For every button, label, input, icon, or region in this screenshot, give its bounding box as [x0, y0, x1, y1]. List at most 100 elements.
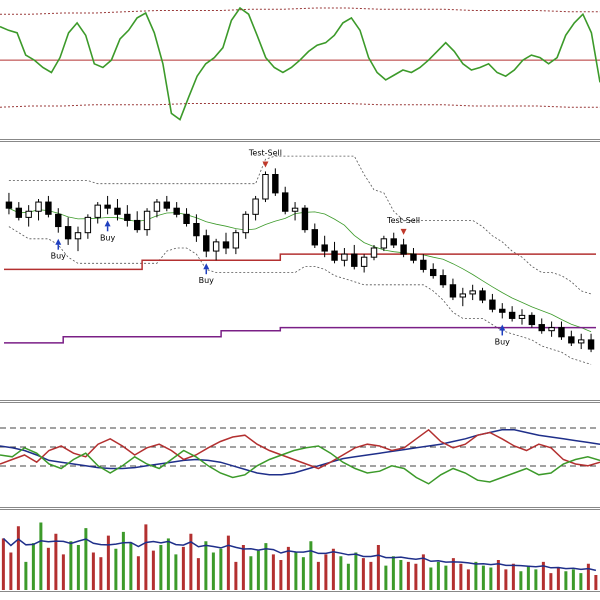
volume-bar — [271, 554, 275, 590]
volume-bar — [136, 556, 140, 590]
volume-bar — [249, 556, 253, 590]
volume-bar — [526, 565, 530, 590]
volume-bar — [226, 535, 230, 590]
candle — [429, 268, 437, 277]
candle — [84, 216, 92, 234]
candle — [173, 207, 180, 215]
volume-bar — [256, 550, 260, 590]
candle — [449, 284, 457, 298]
candle — [439, 275, 447, 286]
volume-bar — [391, 556, 395, 590]
volume-bar — [331, 548, 335, 590]
buy-arrow-icon — [55, 238, 62, 245]
annotation-label: Buy — [51, 252, 67, 261]
candle — [114, 207, 121, 215]
upper-band — [8, 155, 592, 295]
volume-bar — [54, 533, 58, 590]
volume-bar — [324, 554, 328, 590]
mid-line — [8, 207, 592, 333]
oscillator-series-line — [0, 445, 600, 485]
volume-bar — [76, 545, 80, 590]
candle — [410, 253, 417, 261]
volume-average-line — [2, 537, 597, 572]
candle — [64, 226, 72, 240]
candle — [94, 204, 101, 218]
candle — [5, 201, 13, 209]
candle — [35, 201, 42, 212]
candle — [143, 210, 151, 231]
volume-bar — [511, 563, 515, 590]
volume-bar — [399, 560, 403, 590]
volume-bar — [361, 558, 365, 590]
candle — [124, 213, 131, 221]
volume-bar — [166, 538, 170, 590]
candle — [370, 247, 378, 258]
volume-bar — [234, 561, 238, 590]
volume-bar — [241, 545, 245, 590]
volume-bar — [346, 563, 350, 590]
volume-bar — [99, 557, 103, 590]
volume-bar — [286, 546, 290, 590]
candle — [341, 253, 348, 261]
volume-bar — [174, 554, 178, 590]
volume-bar — [459, 563, 463, 590]
volume-bar — [84, 528, 88, 590]
volume-bar — [91, 552, 95, 590]
candle — [420, 259, 427, 270]
annotation-label: Buy — [495, 337, 511, 346]
candle — [74, 232, 82, 240]
volume-bar — [181, 546, 185, 590]
volume-bar — [474, 561, 478, 590]
volume-bar — [316, 561, 320, 590]
volume-panel — [1, 522, 598, 590]
candle — [133, 219, 141, 231]
candle — [252, 198, 259, 215]
volume-bar — [496, 560, 500, 590]
candle — [577, 339, 585, 344]
volume-bar — [9, 552, 13, 590]
volume-bar — [451, 558, 455, 590]
volume-bar — [579, 573, 583, 590]
oscillator-lower — [0, 427, 600, 485]
candle — [499, 308, 506, 313]
candle — [390, 238, 397, 246]
volume-bar — [489, 567, 493, 590]
volume-bar — [564, 571, 568, 590]
volume-bar — [114, 548, 118, 590]
candle — [15, 207, 23, 218]
volume-bar — [534, 569, 538, 590]
volume-bar — [384, 565, 388, 590]
volume-bar — [24, 561, 28, 590]
candle — [587, 339, 595, 350]
volume-bar — [549, 573, 553, 590]
volume-bar — [16, 526, 20, 590]
candle — [212, 241, 220, 252]
volume-bar — [189, 533, 193, 590]
candle — [222, 241, 230, 249]
candle — [469, 290, 476, 295]
lower-band — [8, 226, 592, 365]
volume-bar — [61, 554, 65, 590]
volume-bar — [151, 550, 155, 590]
volume-bar — [421, 554, 425, 590]
candle — [183, 213, 190, 224]
sell-arrow-icon — [400, 228, 407, 235]
volume-bar — [594, 575, 598, 590]
oscillator-line — [0, 6, 600, 121]
band-line — [0, 103, 600, 108]
volume-bar — [444, 565, 448, 590]
volume-bar — [39, 522, 43, 590]
candle — [272, 174, 279, 194]
candle — [518, 314, 526, 319]
candle — [331, 250, 338, 261]
buy-arrow-icon — [499, 324, 506, 331]
resistance-line — [4, 326, 596, 344]
candle — [558, 327, 565, 338]
volume-bar — [309, 541, 313, 590]
volume-bar — [586, 563, 590, 590]
candle — [479, 290, 486, 301]
panel-oscillator-top — [0, 0, 600, 140]
candle — [459, 293, 467, 298]
volume-bar — [339, 556, 343, 590]
oscillator-series-line — [0, 428, 600, 470]
